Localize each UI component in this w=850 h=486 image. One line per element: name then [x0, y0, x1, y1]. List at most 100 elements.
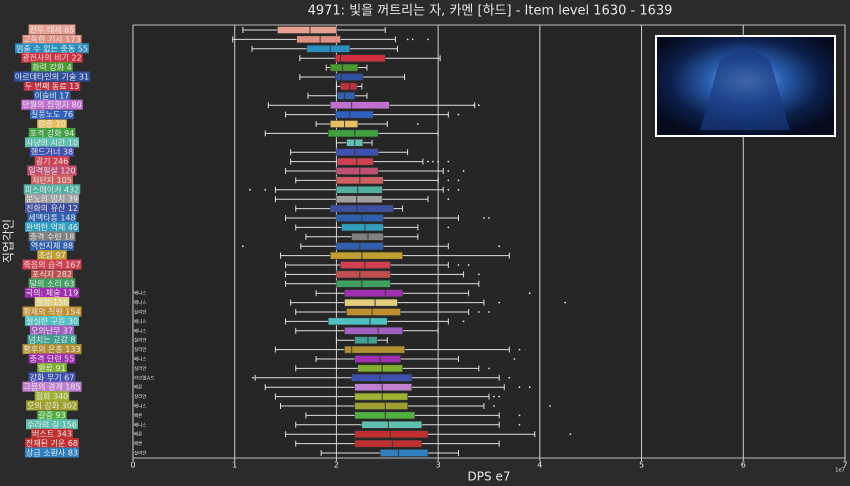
- y-tick-label-bg: [21, 99, 83, 110]
- outlier: [252, 376, 254, 379]
- y-tick-label: 절정 156: [36, 297, 69, 307]
- y-tick-label-bg: [34, 156, 70, 167]
- y-tick-label: 잔재된 기운 68: [26, 438, 78, 448]
- y-tick-label: 갈증 10: [38, 120, 65, 129]
- box: [357, 364, 403, 373]
- box: [328, 129, 379, 138]
- row-note: 실리안: [134, 346, 146, 353]
- outlier: [564, 301, 567, 304]
- y-tick-label: 광기 246: [36, 156, 69, 166]
- y-tick-label: 역천지체 88: [31, 241, 73, 251]
- y-tick-label: 화력 강화 4: [32, 62, 72, 72]
- y-tick-label-bg: [29, 110, 75, 120]
- outlier: [249, 188, 251, 191]
- y-tick-label: 처단자 105: [32, 175, 72, 185]
- y-tick-label-bg: [37, 119, 67, 129]
- outlier: [488, 217, 490, 219]
- y-tick-label: 황후의 은총 133: [23, 344, 80, 354]
- box: [330, 63, 359, 72]
- y-tick-label: 그믐의 경계 185: [23, 382, 80, 392]
- y-tick-label: 질풍노도 76: [31, 110, 73, 119]
- y-tick-label: 포격 강화 94: [30, 128, 75, 138]
- y-tick-label: 오의 강화 302: [27, 401, 77, 411]
- box: [335, 54, 386, 62]
- y-tick-label-bg: [24, 203, 80, 214]
- row-note: 베니스: [134, 299, 146, 306]
- outlier: [518, 348, 521, 351]
- y-tick-label: 죽음의 습격 167: [23, 260, 80, 270]
- y-tick-label: 고독한 기사 173: [23, 35, 80, 44]
- row-note: 베니스: [134, 403, 146, 410]
- y-tick-label-bg: [34, 391, 70, 402]
- outlier: [457, 264, 460, 266]
- y-tick-label: 상급 소환사 83: [26, 448, 78, 458]
- y-tick-label-bg: [22, 259, 82, 270]
- x-tick-label: 1: [232, 461, 237, 470]
- box: [340, 82, 358, 91]
- y-tick-label: 극의: 체술 119: [26, 288, 79, 298]
- outlier: [528, 386, 531, 389]
- y-tick-label: 전투 태세 65: [30, 25, 75, 35]
- row-note: 베른: [134, 431, 142, 438]
- y-tick-label-bg: [24, 447, 80, 458]
- y-tick-label-bg: [26, 419, 78, 430]
- y-tick-label: 넘치는 교감 8: [29, 335, 76, 345]
- outlier: [569, 433, 572, 436]
- row-note: 실리안: [134, 365, 146, 372]
- y-tick-label: 아르데타인의 기술 31: [15, 72, 89, 82]
- scale-note: 1e7: [835, 468, 844, 474]
- row-note: 베른: [134, 440, 142, 447]
- row-note: 베른: [134, 384, 142, 391]
- box: [354, 336, 378, 344]
- outlier: [447, 179, 450, 182]
- box: [277, 26, 337, 34]
- y-tick-label-bg: [37, 362, 67, 373]
- row-note: 아브렐슈드: [134, 374, 155, 381]
- row-note: 베니스: [134, 356, 146, 363]
- box: [344, 298, 398, 307]
- outlier: [467, 264, 470, 266]
- outlier: [477, 273, 480, 276]
- outlier: [493, 395, 495, 398]
- y-tick-label: 완벽한 억제 46: [26, 222, 78, 232]
- box: [344, 289, 403, 297]
- y-tick-label-bg: [23, 184, 81, 195]
- outlier: [457, 179, 460, 182]
- y-tick-label: 초심 97: [38, 250, 65, 260]
- y-tick-label-bg: [24, 193, 80, 204]
- y-tick-label: 버스트 343: [32, 429, 72, 439]
- y-tick-label: 진화의 유산 12: [26, 203, 78, 213]
- outlier: [518, 423, 521, 426]
- box: [354, 439, 423, 448]
- y-tick-label-bg: [28, 278, 76, 289]
- y-tick-label: 피스메이커 432: [25, 184, 80, 194]
- box: [335, 73, 364, 81]
- outlier: [462, 170, 465, 172]
- y-tick-label-bg: [28, 372, 76, 383]
- y-tick-label: 두 번째 동료 13: [25, 82, 80, 91]
- box: [354, 383, 412, 391]
- y-tick-label-bg: [31, 269, 73, 279]
- y-tick-label-bg: [31, 428, 73, 439]
- y-tick-label-bg: [22, 381, 82, 392]
- y-tick-label: 분노의 망치 39: [26, 194, 78, 204]
- y-tick-label-bg: [28, 353, 76, 364]
- y-tick-label-bg: [22, 344, 82, 355]
- y-tick-label: 오의난무 37: [31, 325, 73, 335]
- box: [335, 110, 374, 119]
- box: [336, 148, 379, 156]
- outlier: [264, 188, 267, 191]
- box: [354, 430, 429, 438]
- outlier: [447, 160, 450, 163]
- outlier: [472, 104, 475, 107]
- y-tick-label-bg: [31, 174, 73, 185]
- box: [337, 157, 374, 166]
- y-tick-label-bg: [21, 52, 83, 63]
- x-tick-label: 0: [130, 461, 135, 470]
- chart-title: 4971: 빛을 꺼트리는 자, 카멘 [하드] - Item level 16…: [308, 4, 673, 19]
- box: [346, 308, 401, 316]
- y-tick-label-bg: [24, 287, 80, 298]
